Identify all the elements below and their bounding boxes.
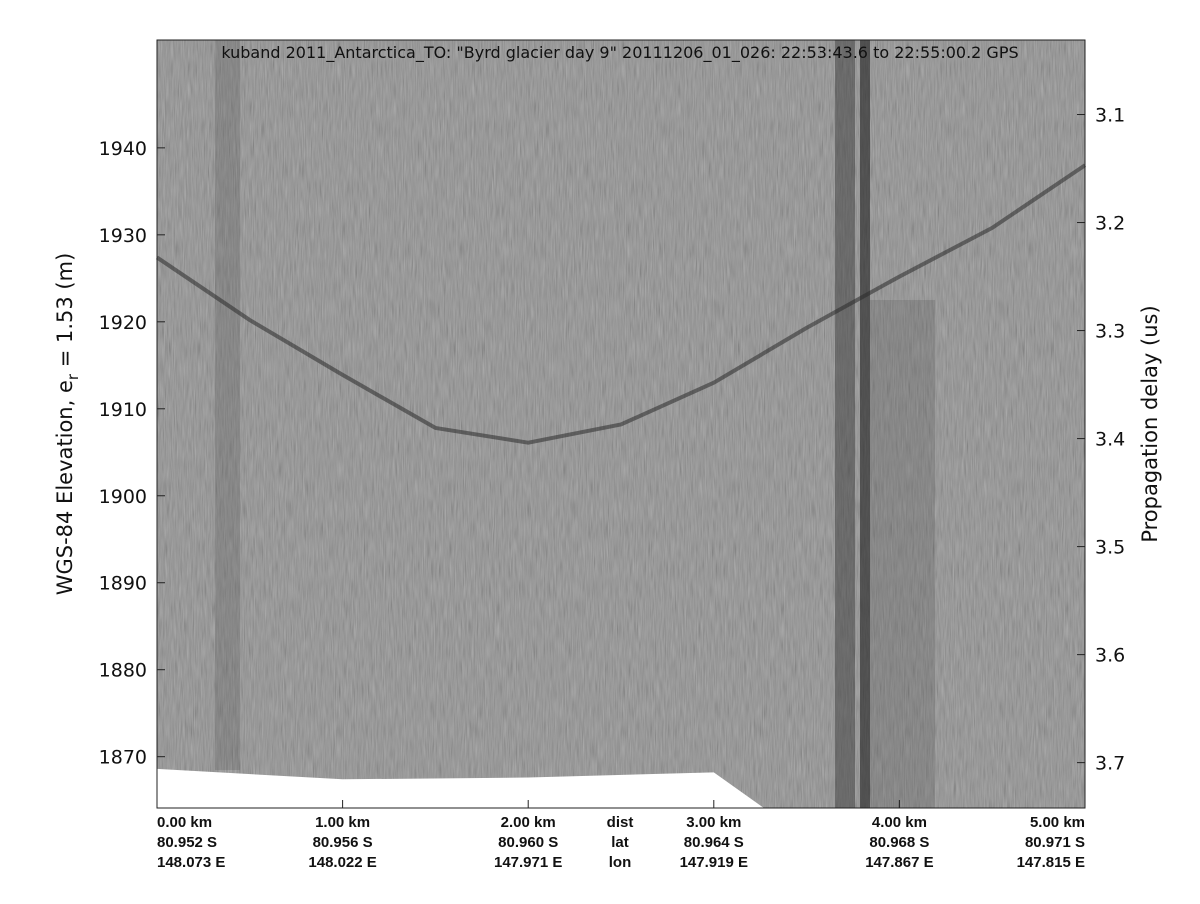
x-tick-lat: 80.952 S [157, 834, 217, 851]
y-label-rest: = 1.53 (m) [53, 253, 77, 374]
y2-tick-label: 3.6 [1095, 645, 1125, 667]
x-tick-lon: 148.073 E [157, 854, 225, 871]
y-tick-label: 1870 [99, 747, 147, 769]
x-row-name: lon [609, 854, 632, 871]
x-row-name: lat [611, 834, 629, 851]
y-tick-label: 1900 [99, 486, 147, 508]
x-tick-lat: 80.956 S [313, 834, 373, 851]
image-band [215, 40, 240, 770]
x-tick-lat: 80.968 S [869, 834, 929, 851]
y2-tick-label: 3.5 [1095, 537, 1125, 559]
y2-tick-label: 3.1 [1095, 105, 1125, 127]
image-band [860, 40, 870, 808]
x-row-name: dist [607, 814, 634, 831]
y-tick-label: 1940 [99, 138, 147, 160]
y-label-sub: r [64, 373, 82, 380]
image-band [835, 40, 855, 808]
x-tick-label: 5.00 km [1030, 814, 1085, 831]
surface-echo [155, 163, 1087, 445]
y2-tick-label: 3.3 [1095, 321, 1125, 343]
x-tick-lon: 147.867 E [865, 854, 933, 871]
x-tick-label: 1.00 km [315, 814, 370, 831]
image-band [870, 300, 935, 808]
plot-layer: 1870 1880 1890 1900 1910 1920 1930 1940 3.1 3.2 3.… [99, 105, 1126, 871]
y-tick-label: 1920 [99, 312, 147, 334]
x-tick-lat: 80.971 S [1025, 834, 1085, 851]
x-tick-lon: 148.022 E [308, 854, 376, 871]
y-tick-label: 1930 [99, 225, 147, 247]
y-tick-label: 1890 [99, 573, 147, 595]
x-tick-label: 2.00 km [501, 814, 556, 831]
y2-axis-label: Propagation delay (us) [1138, 305, 1162, 542]
y-axis-label: WGS-84 Elevation, er = 1.53 (m) [53, 253, 82, 596]
x-tick-lat: 80.960 S [498, 834, 558, 851]
no-data-area [157, 768, 764, 808]
x-tick-lon: 147.919 E [680, 854, 748, 871]
x-tick-lat: 80.964 S [684, 834, 744, 851]
y-tick-label: 1910 [99, 399, 147, 421]
x-tick-lon: 147.815 E [1017, 854, 1085, 871]
y-label-text: WGS-84 Elevation, e [53, 380, 77, 595]
x-tick-label: 4.00 km [872, 814, 927, 831]
y2-tick-label: 3.2 [1095, 213, 1125, 235]
x-tick-lon: 147.971 E [494, 854, 562, 871]
y-tick-label: 1880 [99, 660, 147, 682]
x-tick-label: 0.00 km [157, 814, 212, 831]
y2-tick-label: 3.4 [1095, 429, 1125, 451]
chart-title: kuband 2011_Antarctica_TO: "Byrd glacier… [221, 43, 1018, 63]
x-tick-label: 3.00 km [686, 814, 741, 831]
plot-frame [156, 39, 1086, 809]
y2-tick-label: 3.7 [1095, 753, 1125, 775]
